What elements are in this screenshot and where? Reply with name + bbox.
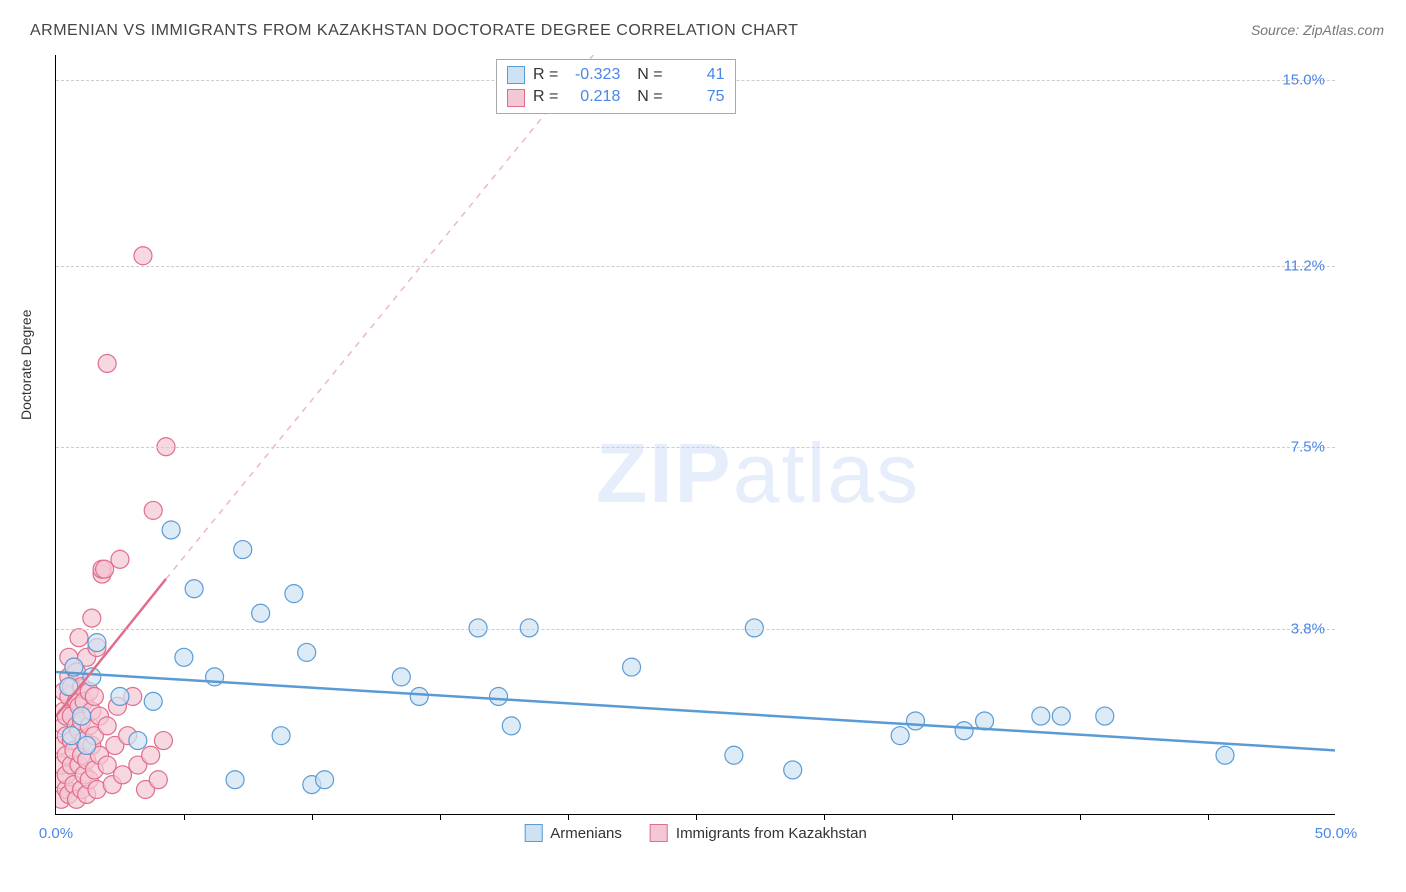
source-attribution: Source: ZipAtlas.com xyxy=(1251,22,1384,38)
y-tick-label: 7.5% xyxy=(1291,439,1325,456)
legend-swatch-pink-icon xyxy=(650,824,668,842)
scatter-plot: ZIPatlas R =-0.323 N =41 R =0.218 N =75 … xyxy=(55,55,1335,815)
y-tick-label: 11.2% xyxy=(1284,257,1325,274)
legend-label: Immigrants from Kazakhstan xyxy=(676,825,867,842)
legend-row-kazakhstan: R =0.218 N =75 xyxy=(507,86,725,108)
chart-svg xyxy=(56,55,1335,814)
y-axis-label: Doctorate Degree xyxy=(18,309,34,420)
legend-swatch-blue xyxy=(507,66,525,84)
legend-item-armenians: Armenians xyxy=(524,824,622,842)
correlation-legend: R =-0.323 N =41 R =0.218 N =75 xyxy=(496,59,736,114)
legend-label: Armenians xyxy=(550,825,622,842)
watermark: ZIPatlas xyxy=(596,425,920,522)
y-tick-label: 3.8% xyxy=(1291,620,1325,637)
legend-swatch-blue-icon xyxy=(524,824,542,842)
legend-row-armenians: R =-0.323 N =41 xyxy=(507,64,725,86)
y-tick-label: 15.0% xyxy=(1282,71,1325,88)
series-legend: Armenians Immigrants from Kazakhstan xyxy=(524,824,867,842)
x-tick-label: 50.0% xyxy=(1315,825,1358,842)
x-tick-label: 0.0% xyxy=(39,825,73,842)
legend-swatch-pink xyxy=(507,89,525,107)
chart-title: ARMENIAN VS IMMIGRANTS FROM KAZAKHSTAN D… xyxy=(30,22,798,40)
legend-item-kazakhstan: Immigrants from Kazakhstan xyxy=(650,824,867,842)
